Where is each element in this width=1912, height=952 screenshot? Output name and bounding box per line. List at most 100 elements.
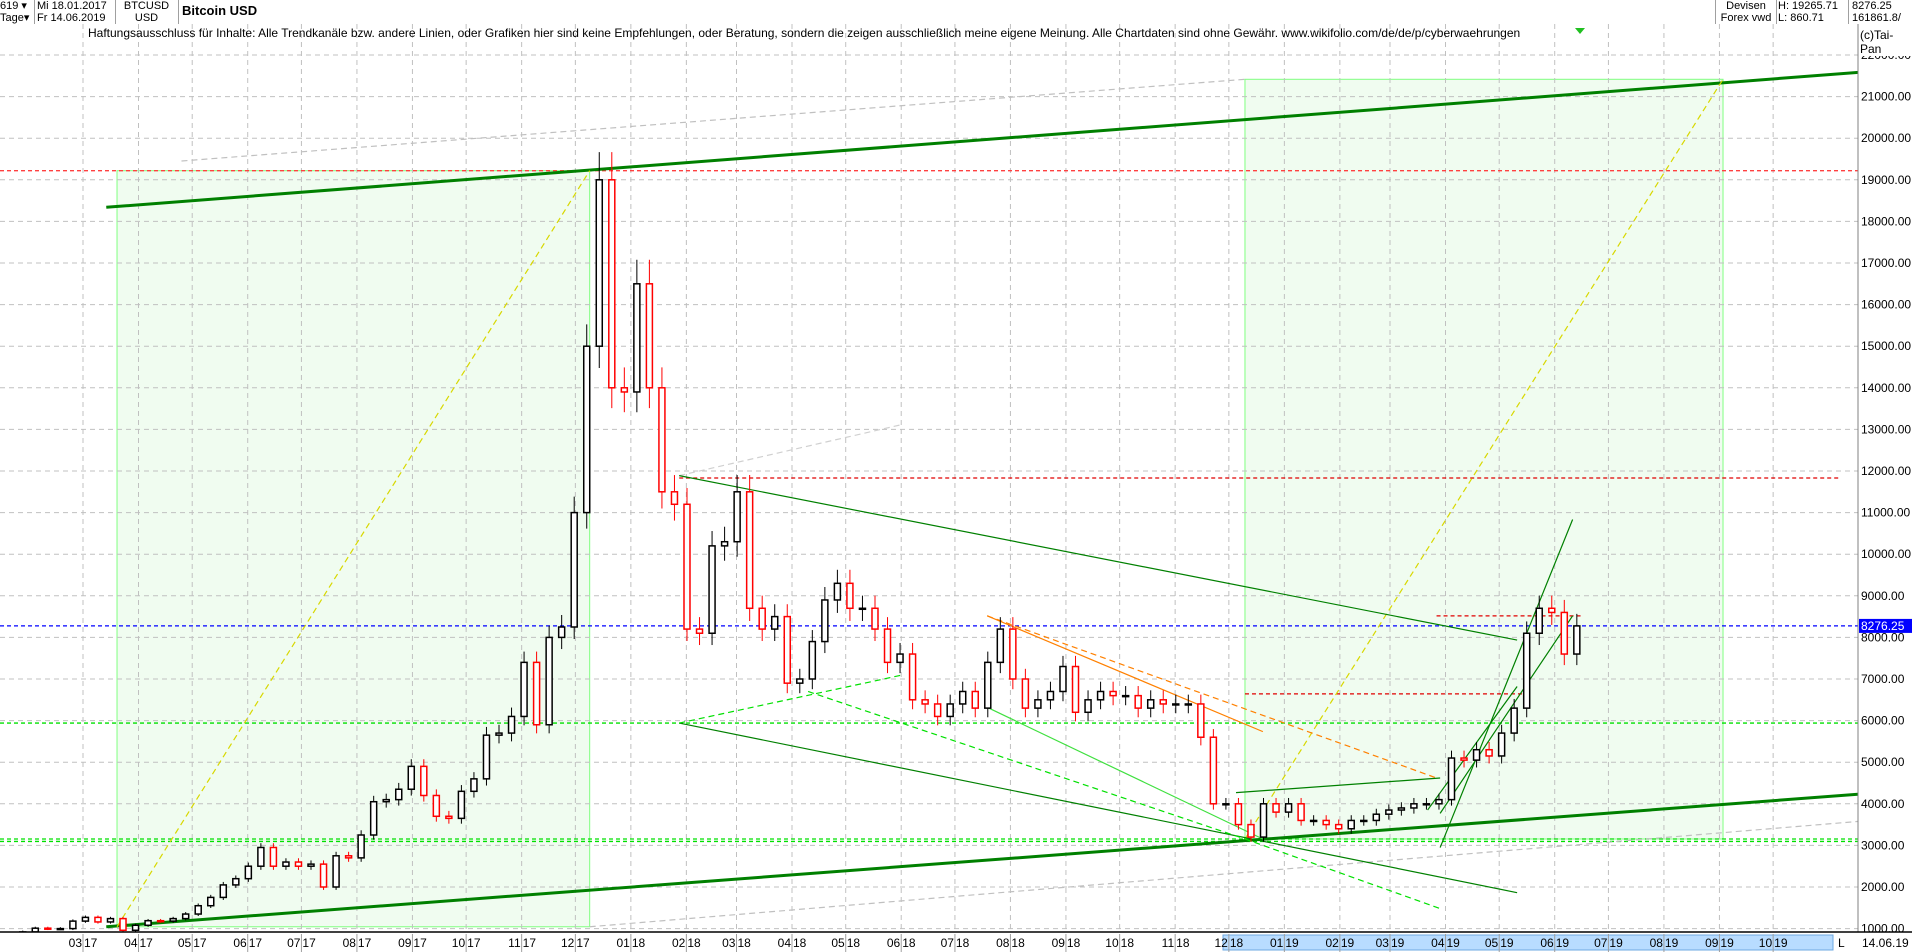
candle-up xyxy=(582,345,591,514)
year-label: 17 xyxy=(467,936,481,950)
candle-up xyxy=(1172,703,1180,706)
candle-down xyxy=(432,794,441,818)
candle-down xyxy=(745,491,754,610)
low-value: L: 860.71 xyxy=(1778,12,1824,24)
trend-line xyxy=(181,78,1246,162)
price-tick-label: 5000.00 xyxy=(1861,755,1905,769)
candle-up xyxy=(858,607,867,611)
time-scrollbar[interactable] xyxy=(1222,934,1834,951)
trend-line xyxy=(1427,686,1518,811)
year-label: 17 xyxy=(576,936,590,950)
candle-up xyxy=(1121,694,1130,698)
price-tick-label: 21000.00 xyxy=(1861,90,1911,104)
candle-up xyxy=(81,916,90,922)
candle-down xyxy=(319,863,328,888)
candle-down xyxy=(921,699,929,705)
month-label: 08 xyxy=(1650,936,1664,950)
bars-count-dropdown[interactable]: 619 ▾ xyxy=(0,0,27,12)
disclaimer-text: Haftungsausschluss für Inhalte: Alle Tre… xyxy=(88,26,1521,40)
price-tick-label: 11000.00 xyxy=(1861,506,1910,520)
last-price-label: 8276.25 xyxy=(1861,619,1905,633)
candle-down xyxy=(1334,823,1343,830)
price-axis xyxy=(1858,24,1912,932)
date-from[interactable]: Mi 18.01.2017 xyxy=(37,0,107,12)
year-label: 18 xyxy=(1011,936,1025,950)
month-label: 03 xyxy=(1376,936,1390,950)
year-label: 18 xyxy=(793,936,807,950)
month-label: 04 xyxy=(778,936,792,950)
trend-line xyxy=(1439,519,1574,848)
candle-down xyxy=(44,927,52,930)
trend-line xyxy=(116,170,591,928)
candle-down xyxy=(971,690,980,709)
candle-up xyxy=(833,582,842,601)
price-tick-label: 19000.00 xyxy=(1861,173,1911,187)
date-range-cell: Mi 18.01.2017 Fr 14.06.2019 xyxy=(35,0,116,24)
candles xyxy=(6,152,1581,938)
candle-down xyxy=(294,861,303,867)
year-label: 19 xyxy=(1665,936,1679,950)
year-label: 19 xyxy=(1609,936,1623,950)
month-label: 10 xyxy=(1105,936,1119,950)
price-tick-label: 15000.00 xyxy=(1861,339,1911,353)
month-label: 02 xyxy=(1326,936,1340,950)
year-label: 18 xyxy=(902,936,916,950)
candle-down xyxy=(1134,694,1142,709)
price-tick-label: 3000.00 xyxy=(1861,838,1905,852)
price-tick-label: 6000.00 xyxy=(1861,714,1905,728)
price-tick-label: 18000.00 xyxy=(1861,214,1911,228)
candle-down xyxy=(695,628,704,634)
year-label: 19 xyxy=(1391,936,1405,950)
period-dropdown[interactable]: Tage▾ xyxy=(0,12,30,24)
candle-up xyxy=(1046,690,1055,701)
trend-line xyxy=(986,615,1264,733)
candle-down xyxy=(683,503,691,630)
price-tick-label: 16000.00 xyxy=(1861,298,1911,312)
month-label: 02 xyxy=(672,936,686,950)
candle-up xyxy=(984,661,992,709)
target-zone xyxy=(1244,78,1724,840)
candle-up xyxy=(332,855,340,888)
candle-down xyxy=(1159,699,1167,705)
candle-up xyxy=(896,653,904,664)
candle-down xyxy=(420,765,428,797)
candle-up xyxy=(520,661,528,718)
year-label: 17 xyxy=(358,936,372,950)
bars-period-cell: 619 ▾ Tage▾ xyxy=(0,0,35,24)
candle-up xyxy=(219,884,228,899)
candle-up xyxy=(495,732,503,736)
candle-down xyxy=(156,919,165,923)
candle-up xyxy=(1385,809,1393,815)
candle-up xyxy=(257,846,265,867)
chart-title: Bitcoin USD xyxy=(182,3,258,18)
candle-up xyxy=(633,283,641,393)
month-label: 11 xyxy=(508,936,521,950)
date-to[interactable]: Fr 14.06.2019 xyxy=(37,12,106,24)
year-label: 17 xyxy=(249,936,263,950)
candle-up xyxy=(1497,732,1506,757)
month-label: 01 xyxy=(617,936,631,950)
candle-down xyxy=(933,703,942,718)
candle-up xyxy=(1510,707,1518,734)
candle-down xyxy=(119,917,127,932)
candle-up xyxy=(482,734,491,780)
year-label: 17 xyxy=(302,936,316,950)
last-value: 8276.25 xyxy=(1852,0,1892,12)
candle-up xyxy=(1360,819,1368,823)
marker-triangle-icon xyxy=(1575,28,1585,34)
year-label: 18 xyxy=(956,936,970,950)
candle-up xyxy=(232,877,240,886)
month-label: 11 xyxy=(1162,936,1175,950)
year-label: 18 xyxy=(847,936,861,950)
trend-line xyxy=(807,690,1246,840)
candle-up xyxy=(144,919,152,927)
candle-up xyxy=(1573,625,1581,655)
candle-up xyxy=(1347,819,1355,830)
candle-up xyxy=(1447,757,1456,801)
year-label: 17 xyxy=(413,936,427,950)
candle-up xyxy=(1422,803,1431,806)
month-label: 12 xyxy=(561,936,575,950)
candle-up xyxy=(821,599,829,643)
year-label: 17 xyxy=(523,936,537,950)
